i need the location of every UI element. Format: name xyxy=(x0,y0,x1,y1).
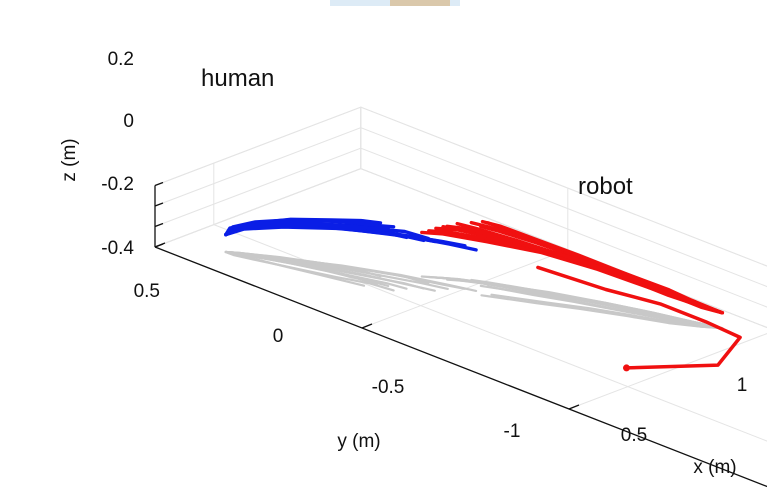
z-gridline xyxy=(154,147,767,308)
floor-projection-line xyxy=(224,250,430,285)
floor-projection-line xyxy=(224,250,366,287)
z-tick-labels: 0.2 0 -0.2 -0.4 xyxy=(101,49,134,259)
x-gridline xyxy=(360,107,767,329)
z-tick-label: -0.2 xyxy=(101,174,134,195)
floor-projection-line xyxy=(490,293,724,330)
axes xyxy=(154,181,767,488)
x-tick-label: 0.5 xyxy=(621,425,647,446)
z-tick-mark xyxy=(154,202,164,207)
human-annotation: human xyxy=(201,65,274,92)
y-tick-labels: 0.5 0 -0.5 -1 xyxy=(134,281,521,442)
y-tick-mark xyxy=(568,404,580,410)
floor-pane xyxy=(153,168,767,488)
human-trajectories xyxy=(224,217,478,252)
x-tick-label: 1 xyxy=(737,375,748,396)
gridlines xyxy=(154,106,767,442)
floor-red-path xyxy=(536,265,742,372)
floor-projection xyxy=(224,250,724,330)
z-tick-mark xyxy=(154,222,164,228)
x-tick-labels: 0.5 1 xyxy=(621,375,748,446)
floor-red-path-line xyxy=(536,265,742,370)
y-tick-mark xyxy=(154,242,166,248)
y-tick-label: -1 xyxy=(504,421,521,442)
robot-trajectories xyxy=(420,219,724,315)
trajectory-line-robot xyxy=(420,230,724,315)
x-gridline xyxy=(213,163,767,442)
z-tick-label: -0.4 xyxy=(101,238,134,259)
z-axis-title: z (m) xyxy=(59,138,80,181)
top-strip-orange xyxy=(390,0,450,6)
z-tick-label: 0.2 xyxy=(108,49,134,70)
z-tick-label: 0 xyxy=(123,111,134,132)
y-tick-label: -0.5 xyxy=(372,377,405,398)
robot-annotation: robot xyxy=(578,173,633,200)
y-axis-title: y (m) xyxy=(337,431,380,452)
trajectory-line-human xyxy=(224,219,366,237)
y-tick-label: 0.5 xyxy=(134,281,160,302)
y-tick-mark xyxy=(361,323,373,329)
figure-top-strip xyxy=(330,0,460,6)
z-tick-mark xyxy=(154,181,164,187)
y-tick-label: 0 xyxy=(273,326,284,347)
y-axis-line xyxy=(154,246,767,488)
floor-red-endpoint xyxy=(622,364,630,372)
x-axis-title: x (m) xyxy=(693,457,736,478)
y-gridline xyxy=(568,333,767,410)
trajectory-line-human xyxy=(224,222,430,241)
z-gridline xyxy=(154,127,767,288)
floor-projection-line xyxy=(420,275,724,330)
